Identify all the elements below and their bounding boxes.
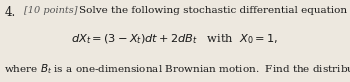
Text: 4.: 4. bbox=[4, 6, 15, 19]
Text: [10 points]: [10 points] bbox=[24, 6, 77, 15]
Text: $dX_t = (3 - X_t)dt + 2dB_t$   with  $X_0 = 1,$: $dX_t = (3 - X_t)dt + 2dB_t$ with $X_0 =… bbox=[71, 33, 279, 46]
Text: where $B_t$ is a one-dimensional Brownian motion.  Find the distribution of $X_t: where $B_t$ is a one-dimensional Brownia… bbox=[4, 62, 350, 76]
Text: $t > 0$ as well as the limiting distribution of $X_t$ as $t \to \infty$.: $t > 0$ as well as the limiting distribu… bbox=[4, 80, 286, 82]
Text: Solve the following stochastic differential equation: Solve the following stochastic different… bbox=[79, 6, 347, 15]
